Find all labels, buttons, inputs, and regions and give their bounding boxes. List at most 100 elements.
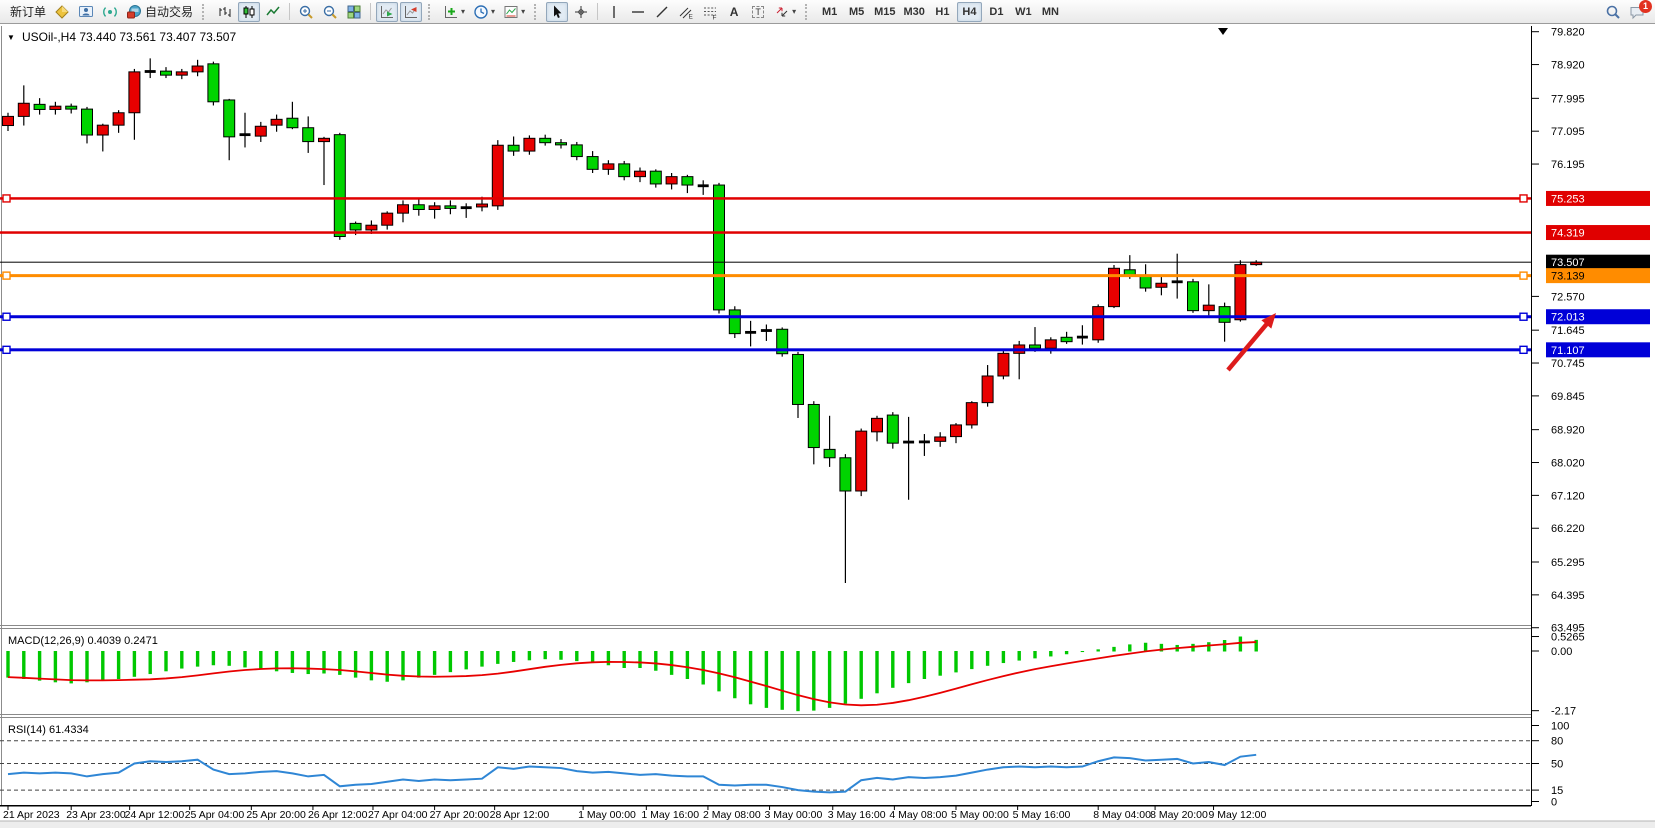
candle-body	[365, 224, 378, 231]
line-handle[interactable]	[2, 194, 11, 203]
price-tick-label: 68.920	[1551, 425, 1585, 437]
timeframe-w1-button[interactable]: W1	[1011, 2, 1036, 22]
price-axis[interactable]: 79.820 78.920 77.995 77.095 76.195 72.570 71.6…	[1531, 27, 1650, 635]
toolbar-grip	[428, 3, 434, 20]
price-tick-label: 67.120	[1551, 490, 1585, 502]
macd-bar	[717, 651, 721, 692]
doji-body	[460, 206, 472, 210]
text-tool-button[interactable]: A	[723, 2, 745, 22]
equidistant-channel-tool-button[interactable]: E	[675, 2, 697, 22]
pane-separator[interactable]	[0, 628, 1531, 629]
timeframe-m5-button[interactable]: M5	[844, 2, 869, 22]
timeframe-mn-button[interactable]: MN	[1038, 2, 1063, 22]
autotrading-icon	[127, 4, 142, 18]
macd-bar	[1143, 642, 1148, 652]
cursor-tool-button[interactable]	[546, 1, 569, 22]
horizontal-line-tool-button[interactable]	[627, 2, 649, 22]
horizontal-line-73.507[interactable]	[0, 261, 1531, 263]
equidistant-channel-icon: E	[679, 7, 694, 20]
line-handle[interactable]	[2, 312, 11, 321]
macd-bar	[148, 651, 152, 675]
zoom-out-button[interactable]	[319, 2, 341, 22]
macd-bar	[37, 651, 42, 681]
timeframe-m30-button[interactable]: M30	[901, 2, 928, 22]
candle-body	[950, 424, 962, 438]
timeframe-h1-button[interactable]: H1	[930, 2, 955, 22]
bar-chart-button[interactable]	[214, 2, 236, 22]
zoom-in-button[interactable]	[295, 2, 317, 22]
macd-bar	[322, 651, 326, 674]
timeframe-d1-button[interactable]: D1	[984, 2, 1009, 22]
line-chart-icon	[266, 6, 280, 15]
price-badge: 72.013	[1546, 309, 1650, 325]
macd-bar	[227, 651, 231, 666]
horizontal-line-73.139[interactable]	[0, 271, 1531, 280]
search-button[interactable]	[1602, 2, 1624, 22]
line-handle[interactable]	[1519, 194, 1528, 203]
chart-shift-button[interactable]	[400, 1, 423, 22]
time-tick-label: 23 Apr 23:00	[66, 809, 126, 821]
line-handle[interactable]	[2, 271, 11, 280]
candle-body	[570, 144, 583, 158]
candle-body	[728, 309, 741, 335]
one-click-trading-arrow[interactable]: ▼	[7, 33, 15, 42]
new-chart-button[interactable]	[51, 2, 73, 22]
macd-bar	[496, 651, 500, 664]
autotrading-button[interactable]: 自动交易	[123, 2, 196, 22]
crosshair-tool-button[interactable]	[570, 2, 592, 22]
horizontal-line-71.107[interactable]	[0, 345, 1531, 355]
templates-button[interactable]: ▾	[500, 2, 528, 22]
timeframe-m1-button[interactable]: M1	[817, 2, 842, 22]
line-handle[interactable]	[1519, 271, 1528, 280]
window-bottom-strip	[0, 821, 1655, 828]
horizontal-line-74.319[interactable]	[0, 231, 1531, 234]
trendline-tool-button[interactable]	[651, 2, 673, 22]
line-handle[interactable]	[1519, 345, 1528, 355]
pane-separator[interactable]	[0, 625, 1531, 626]
profile-button[interactable]	[75, 2, 97, 22]
signals-button[interactable]	[99, 2, 121, 22]
new-order-button[interactable]: 新订单	[4, 2, 49, 22]
macd-bar	[590, 651, 595, 664]
auto-scroll-button[interactable]	[376, 1, 399, 22]
macd-bar	[164, 651, 168, 672]
toolbar-grip	[534, 3, 540, 20]
horizontal-line-72.013[interactable]	[0, 312, 1531, 321]
candle-body	[2, 115, 14, 127]
toolbar-separator	[289, 3, 291, 20]
candle-body	[965, 402, 978, 426]
line-chart-button[interactable]	[262, 2, 284, 22]
tile-windows-button[interactable]	[343, 2, 365, 22]
arrows-tool-button[interactable]: ▾	[771, 2, 799, 22]
time-tick-label: 24 Apr 12:00	[125, 809, 185, 821]
window-bottom-border	[0, 820, 1655, 822]
macd-bar	[859, 651, 863, 699]
vertical-line-icon	[613, 5, 615, 18]
line-handle[interactable]	[1519, 312, 1528, 321]
time-tick-label: 1 May 00:00	[578, 809, 636, 821]
fibonacci-tool-button[interactable]: F	[699, 2, 721, 22]
cursor-icon	[554, 5, 562, 18]
notifications-button[interactable]: 1	[1626, 0, 1652, 22]
macd-pane[interactable]: MACD(12,26,9) 0.4039 0.2471 0.5265 0.00 -2.…	[6, 632, 1585, 718]
horizontal-line-75.253[interactable]	[0, 194, 1531, 203]
timeframe-m15-button[interactable]: M15	[871, 2, 898, 22]
periods-button[interactable]: ▾	[470, 2, 498, 22]
candlestick-chart-button[interactable]	[238, 1, 261, 22]
chart-shift-marker[interactable]	[1218, 28, 1228, 35]
time-tick-label: 21 Apr 2023	[3, 809, 60, 821]
indicators-button[interactable]: ▾	[440, 2, 468, 22]
text-label-tool-button[interactable]: T	[747, 2, 769, 22]
candle-body	[476, 203, 488, 208]
vertical-line-tool-button[interactable]	[603, 2, 625, 22]
line-handle[interactable]	[2, 345, 11, 355]
pane-separator[interactable]	[0, 717, 1531, 718]
price-tick-label: 68.020	[1551, 458, 1585, 470]
rsi-pane[interactable]: RSI(14) 61.4334 100 80 50 150	[0, 721, 1569, 809]
timeframe-h4-button[interactable]: H4	[956, 1, 982, 22]
trend-arrow[interactable]	[1226, 313, 1276, 372]
macd-bar	[970, 651, 974, 670]
pane-separator[interactable]	[0, 714, 1531, 715]
